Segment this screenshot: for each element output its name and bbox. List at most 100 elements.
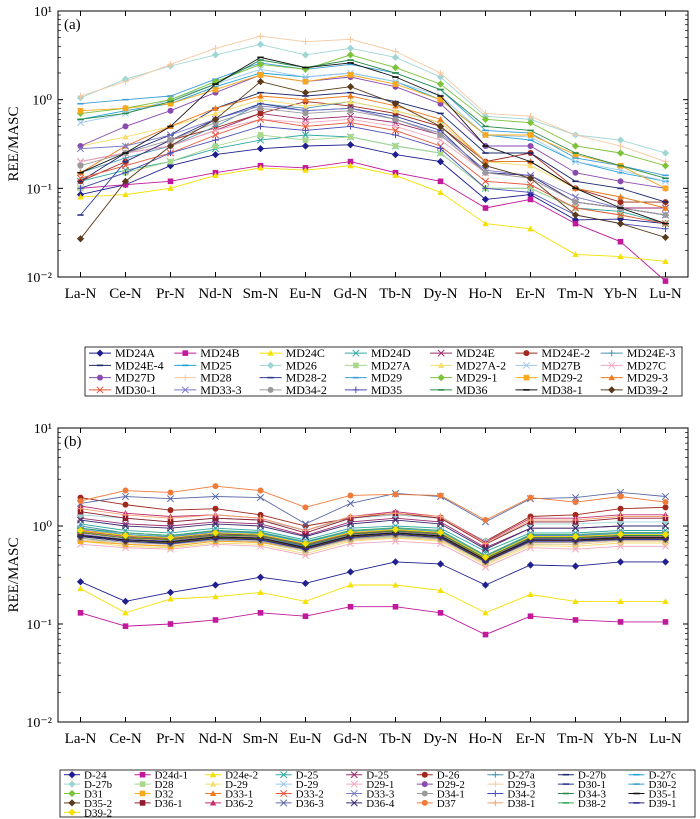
legend-swatch-marker: [353, 362, 359, 369]
data-point: [617, 505, 624, 512]
data-point: [482, 517, 489, 524]
data-point: [121, 162, 130, 170]
data-point: [661, 233, 670, 241]
data-point: [617, 142, 624, 150]
x-axis: La-N Ce-N Pr-N Nd-N Sm-N Eu-N Gd-N Tb-N Dy-N Ho-N…: [65, 428, 682, 747]
data-point: [392, 172, 399, 178]
series-D24e-2: [77, 581, 669, 616]
data-point: [256, 145, 265, 153]
data-point: [482, 110, 489, 117]
data-point: [437, 610, 444, 616]
legend-label: D-27c: [648, 770, 676, 782]
series-line: [80, 511, 666, 545]
data-point: [122, 609, 129, 616]
series-D-24: [76, 558, 670, 606]
data-point: [167, 515, 174, 522]
data-point: [346, 141, 355, 149]
data-point: [437, 116, 444, 122]
series-line: [80, 125, 666, 230]
x-tick-label: Tm-N: [557, 286, 594, 302]
data-point: [167, 595, 174, 602]
series-line: [80, 561, 666, 602]
legend-swatch-marker: [421, 771, 428, 778]
series-line: [80, 491, 666, 525]
legend-label: MD26: [286, 358, 317, 372]
legend-label: MD38-1: [541, 383, 582, 397]
legend-swatch-marker: [421, 790, 428, 797]
legend-item: D36-2: [205, 798, 253, 810]
data-point: [212, 105, 219, 111]
data-point: [347, 107, 354, 114]
series-line: [80, 56, 666, 225]
series-line: [80, 107, 666, 216]
data-point: [257, 164, 264, 171]
legend-item: D-27c: [628, 770, 676, 782]
legend-label: D39-1: [648, 798, 676, 810]
data-point: [526, 561, 535, 569]
data-point: [527, 113, 534, 120]
legend-label: D34-2: [507, 789, 535, 801]
data-point: [301, 533, 310, 541]
legend-swatch-marker: [437, 349, 445, 357]
chart-2: 10⁻² 10⁻¹ 10⁰ 10¹ La-N Ce-N Pr-N Nd-N Sm-N Eu-N Gd…: [6, 422, 696, 819]
data-point: [616, 149, 625, 157]
legend-item: MD34-2: [259, 383, 327, 397]
data-point: [662, 225, 669, 232]
series-line: [80, 540, 666, 568]
data-point: [661, 522, 670, 530]
legend-item: MD33-3: [174, 383, 242, 397]
series-MD30-1: [76, 115, 670, 228]
legend-swatch-marker: [350, 789, 358, 798]
legend-item: D-27a: [487, 770, 535, 782]
legend-item: D31: [64, 789, 103, 801]
legend-label: MD28: [200, 371, 231, 385]
data-point: [616, 211, 625, 219]
data-point: [256, 530, 265, 539]
data-point: [436, 520, 445, 528]
plot-frame: [57, 10, 689, 278]
series-line: [80, 508, 666, 545]
data-point: [212, 483, 219, 490]
legend-item: D35-2: [64, 798, 112, 810]
legend-label: D35-2: [84, 798, 112, 810]
legend-item: D35-1: [628, 789, 677, 801]
legend-item: MD29-2: [515, 371, 583, 385]
data-point: [301, 551, 310, 560]
legend-swatch-marker: [182, 350, 189, 356]
series-line: [80, 535, 666, 563]
data-point: [122, 78, 129, 85]
data-point: [437, 150, 444, 156]
series-line: [80, 537, 666, 566]
legend-label: D-25: [366, 770, 389, 782]
data-point: [302, 110, 309, 117]
legend-swatch-marker: [68, 789, 76, 798]
data-point: [437, 513, 444, 520]
data-point: [212, 86, 219, 93]
data-point: [527, 185, 534, 192]
data-point: [166, 495, 175, 503]
data-point: [572, 511, 579, 518]
data-point: [661, 149, 670, 157]
data-point: [347, 162, 354, 169]
legend-item: MD24E-3: [600, 346, 675, 360]
legend-item: D37: [416, 798, 456, 810]
data-point: [121, 522, 130, 530]
legend-label: MD24D: [371, 346, 411, 360]
x-axis: La-N Ce-N Pr-N Nd-N Sm-N Eu-N Gd-N Tb-N Dy-N Ho-N…: [65, 11, 682, 302]
series-MD29-2: [77, 72, 669, 192]
legend-item: MD27C: [600, 358, 666, 372]
x-tick-label: Nd-N: [198, 286, 232, 302]
legend-label: MD29: [371, 371, 402, 385]
data-point: [571, 532, 580, 541]
data-point: [212, 505, 219, 512]
data-point: [482, 205, 489, 211]
data-point: [347, 123, 354, 130]
x-tick-label: Eu-N: [289, 731, 322, 747]
legend-swatch-marker: [492, 771, 499, 778]
legend-item: D-27b: [64, 779, 113, 791]
panel-label: (b): [64, 434, 82, 450]
data-point: [122, 169, 129, 176]
legend-swatch-marker: [492, 790, 499, 797]
data-point: [256, 573, 265, 581]
series-line: [80, 530, 666, 559]
